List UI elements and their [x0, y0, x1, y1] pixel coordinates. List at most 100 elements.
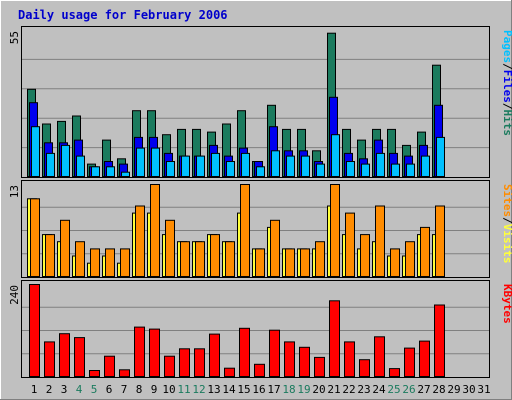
bar-pages-day-25: [391, 163, 400, 178]
y-max-label: 55: [8, 31, 21, 44]
bar-pages-day-28: [436, 136, 445, 177]
bar-pages-day-19: [301, 155, 310, 178]
bar-sites-day-8: [135, 205, 145, 277]
day-label-7: 7: [121, 383, 128, 396]
day-label-20: 20: [312, 383, 325, 396]
bar-sites-day-7: [120, 248, 130, 277]
bar-sites-day-27: [420, 226, 430, 277]
bar-pages-day-23: [361, 163, 370, 178]
bar-kbytes-day-11: [179, 348, 190, 377]
bar-sites-day-24: [375, 205, 385, 277]
legend-kbytes: KBytes: [501, 284, 512, 324]
day-label-22: 22: [342, 383, 355, 396]
bar-kbytes-day-28: [434, 304, 445, 377]
bar-pages-day-10: [166, 161, 175, 177]
day-label-26: 26: [402, 383, 415, 396]
bar-kbytes-day-18: [284, 341, 295, 378]
bar-kbytes-day-12: [194, 348, 205, 377]
bar-pages-day-3: [61, 144, 70, 177]
day-label-30: 30: [462, 383, 475, 396]
bar-kbytes-day-7: [119, 369, 130, 378]
day-label-9: 9: [151, 383, 158, 396]
day-axis: 1 2 3 4 5 6 7 8 9 10 11 12 13 14 15 16 17 18 19 20 21 22 23 24 2…: [31, 383, 491, 396]
bar-kbytes-day-9: [149, 328, 160, 378]
bar-pages-day-17: [271, 150, 280, 178]
bar-pages-day-5: [91, 166, 100, 178]
bar-pages-day-22: [346, 161, 355, 177]
bar-pages-day-8: [136, 147, 145, 178]
bar-sites-day-15: [240, 184, 250, 277]
bar-sites-day-12: [195, 241, 205, 277]
day-label-10: 10: [162, 383, 175, 396]
day-label-23: 23: [357, 383, 370, 396]
bar-kbytes-day-6: [104, 355, 115, 378]
bar-kbytes-day-17: [269, 329, 280, 378]
bar-kbytes-day-25: [389, 368, 400, 378]
bar-kbytes-day-1: [29, 284, 40, 377]
day-label-19: 19: [297, 383, 310, 396]
legend-sites: Sites: [501, 184, 512, 217]
bar-pages-day-9: [151, 147, 160, 178]
kbytes-panel: 240 KBytes: [8, 284, 512, 378]
bar-pages-day-26: [406, 163, 415, 178]
bar-kbytes-day-4: [74, 337, 85, 378]
bar-pages-day-16: [256, 166, 265, 178]
bar-pages-day-21: [331, 134, 340, 177]
day-label-16: 16: [252, 383, 265, 396]
bar-sites-day-2: [45, 234, 55, 278]
hits-files-pages-panel: 55 Pages/Files/Hits: [8, 30, 512, 178]
bar-pages-day-13: [211, 152, 220, 177]
bar-kbytes-day-20: [314, 356, 325, 378]
y-max-label: 13: [8, 185, 21, 198]
bar-kbytes-day-24: [374, 336, 385, 377]
bar-kbytes-day-16: [254, 363, 265, 377]
legend-separator: /: [501, 217, 512, 224]
bar-sites-day-22: [345, 212, 355, 278]
bar-kbytes-day-26: [404, 347, 415, 378]
day-label-3: 3: [61, 383, 68, 396]
bar-pages-day-1: [31, 126, 40, 177]
bar-sites-day-26: [405, 241, 415, 277]
bar-sites-day-13: [210, 234, 220, 278]
day-label-8: 8: [136, 383, 143, 396]
day-label-17: 17: [267, 383, 280, 396]
day-label-6: 6: [106, 383, 113, 396]
day-label-29: 29: [447, 383, 460, 396]
series-legend: Pages/Files/Hits: [501, 30, 512, 136]
bar-sites-day-21: [330, 184, 340, 277]
bar-kbytes-day-10: [164, 355, 175, 378]
bar-sites-day-10: [165, 219, 175, 278]
bar-pages-day-4: [76, 155, 85, 178]
bar-pages-day-27: [421, 155, 430, 178]
day-label-24: 24: [372, 383, 386, 396]
day-label-28: 28: [432, 383, 445, 396]
bar-kbytes-day-2: [44, 341, 55, 378]
bar-sites-day-23: [360, 234, 370, 278]
bar-sites-day-3: [60, 219, 70, 278]
bar-sites-day-25: [390, 248, 400, 277]
bar-kbytes-day-23: [359, 359, 370, 378]
bar-sites-day-20: [315, 241, 325, 277]
bar-sites-day-19: [300, 248, 310, 277]
bar-pages-day-6: [106, 166, 115, 178]
day-label-2: 2: [46, 383, 53, 396]
day-label-25: 25: [387, 383, 400, 396]
bar-kbytes-day-8: [134, 326, 145, 378]
day-label-15: 15: [237, 383, 250, 396]
bar-pages-day-11: [181, 155, 190, 178]
legend-separator: /: [501, 103, 512, 110]
day-label-4: 4: [76, 383, 83, 396]
bar-pages-day-24: [376, 152, 385, 177]
bar-kbytes-day-15: [239, 327, 250, 377]
series-legend: Sites/Visits: [501, 184, 512, 264]
bar-kbytes-day-5: [89, 370, 100, 377]
chart-title: Daily usage for February 2006: [18, 8, 228, 22]
series-legend: KBytes: [501, 284, 512, 324]
bar-pages-day-12: [196, 155, 205, 178]
day-label-5: 5: [91, 383, 98, 396]
bar-sites-day-4: [75, 241, 85, 277]
bar-sites-day-14: [225, 241, 235, 277]
visits-sites-panel: 13 Sites/Visits: [8, 184, 512, 278]
day-label-27: 27: [417, 383, 430, 396]
day-label-13: 13: [207, 383, 220, 396]
